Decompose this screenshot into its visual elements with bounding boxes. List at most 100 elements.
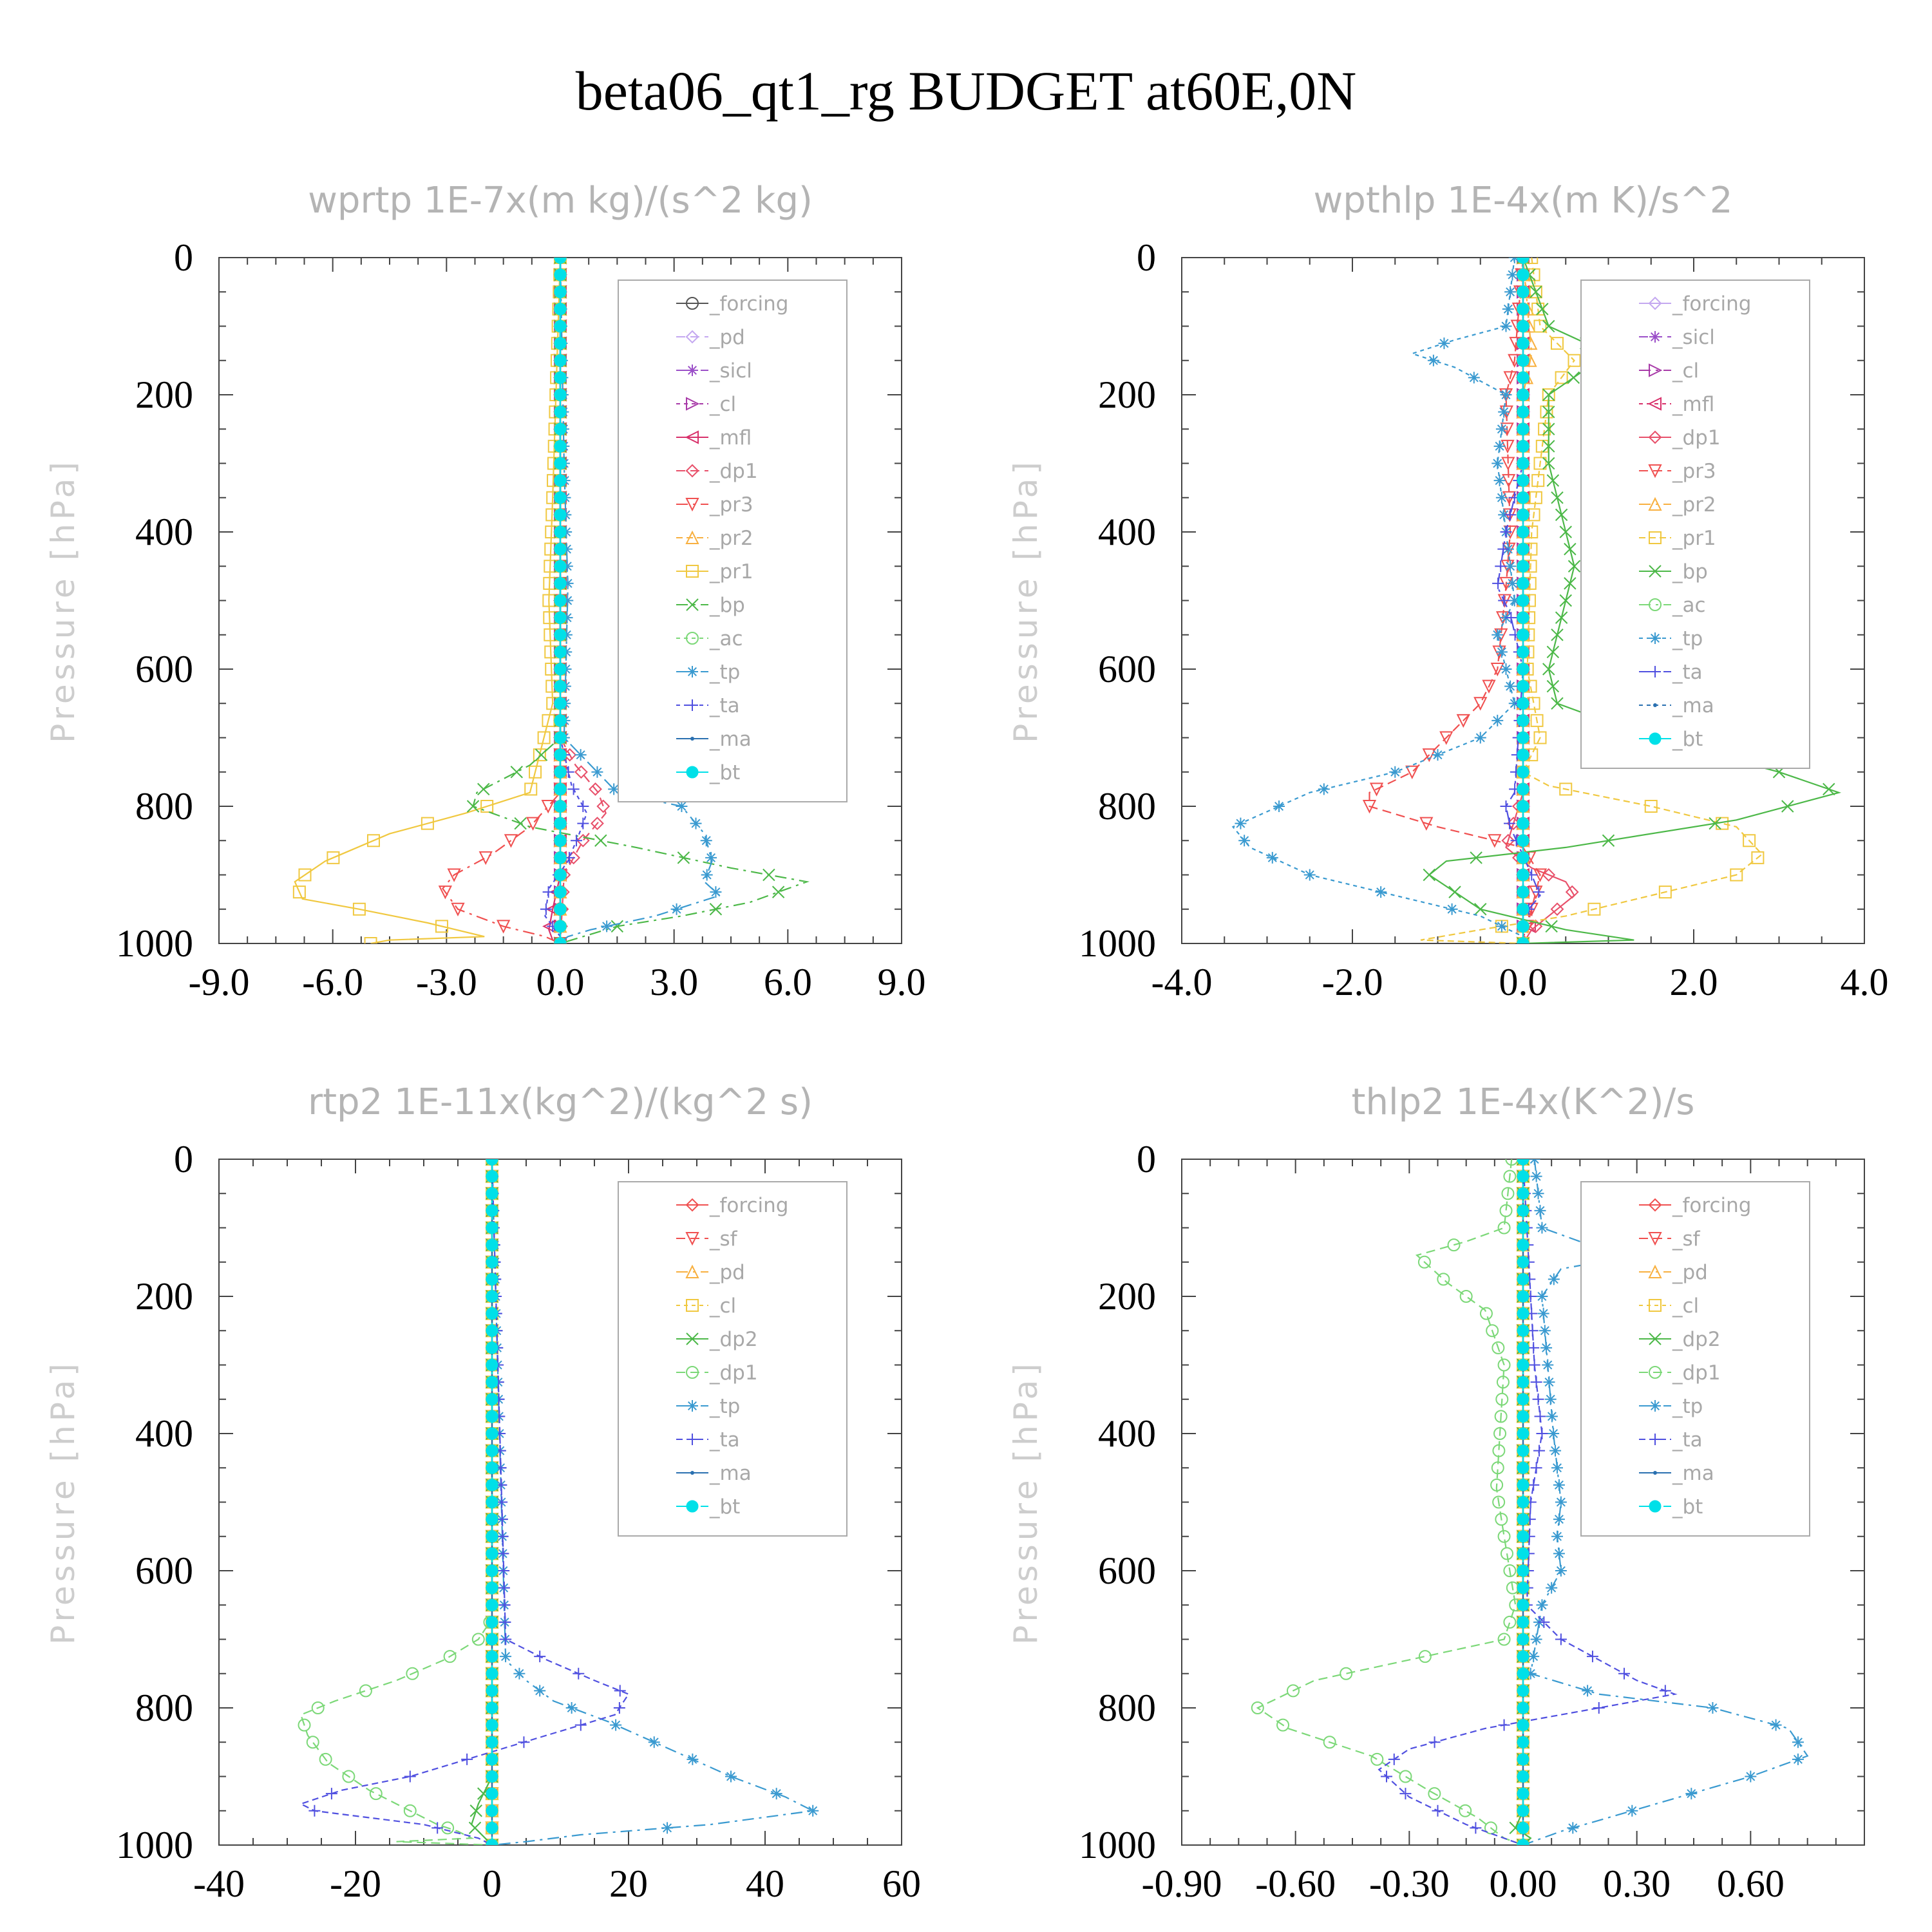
series-marker-pr3	[1439, 731, 1454, 745]
y-tick-label: 1000	[1079, 1824, 1156, 1866]
series-marker-pr1	[1555, 371, 1568, 384]
series-group	[292, 258, 810, 943]
legend-marker	[686, 565, 699, 578]
series-marker-bt	[554, 920, 567, 933]
y-tick-label: 400	[1098, 511, 1156, 553]
y-tick-label: 800	[1098, 1687, 1156, 1729]
legend-entry: _pd	[1672, 1261, 1708, 1284]
series-marker-bt	[486, 1376, 498, 1388]
series-marker-tp	[1543, 1376, 1555, 1388]
series-marker-tp	[1508, 594, 1520, 607]
panel-title: wpthlp 1E-4x(m K)/s^2	[1313, 180, 1732, 222]
legend-entry: _tp	[709, 661, 740, 684]
series-marker-pr1	[1525, 258, 1539, 264]
series-marker-tp	[705, 851, 717, 864]
legend-entry: _dp2	[709, 1328, 758, 1351]
x-tick-label: 0.30	[1603, 1862, 1671, 1905]
series-marker-bt	[1517, 303, 1530, 316]
series-marker-tp	[1567, 1822, 1579, 1834]
series-marker-bt	[554, 285, 567, 298]
series-marker-tp	[1235, 817, 1247, 829]
series-marker-bt	[486, 1427, 498, 1440]
series-marker-pr3	[1362, 800, 1377, 814]
series-marker-bt	[554, 937, 567, 943]
series-marker-pr1	[1540, 405, 1553, 419]
series-marker-bt	[486, 1461, 498, 1474]
series-marker-ta	[431, 1822, 444, 1834]
series-marker-tp	[561, 560, 573, 573]
series-marker-tp	[1273, 800, 1285, 812]
series-marker-bt	[1517, 629, 1530, 641]
series-marker-bt	[1517, 1496, 1530, 1508]
series-marker-bt	[554, 371, 567, 384]
legend-entry: _ma	[1672, 694, 1714, 717]
x-tick-label: 0.0	[1499, 961, 1548, 1003]
legend-marker	[686, 1366, 699, 1379]
series-marker-bt	[1517, 1341, 1530, 1354]
panel-title: wprtp 1E-7x(m kg)/(s^2 kg)	[308, 180, 813, 222]
series-marker-dp1	[1497, 1633, 1511, 1646]
series-marker-pr1	[1644, 800, 1658, 813]
series-marker-bt	[554, 560, 567, 573]
legend-marker	[1648, 430, 1662, 444]
series-marker-pr1	[1551, 337, 1564, 350]
y-tick-label: 200	[135, 1275, 193, 1318]
chart-panel-4: thlp2 1E-4x(K^2)/s Pressure [hPa] 0 200 400 6…	[1007, 1081, 1865, 1905]
series-marker-bp	[1564, 577, 1577, 590]
series-marker-bp	[1559, 526, 1572, 538]
series-marker-bt	[1517, 748, 1530, 761]
series-marker-tp	[1549, 1444, 1562, 1457]
series-marker-pr3	[438, 886, 452, 900]
series-marker-pr1	[1533, 731, 1547, 744]
series-marker-dp1	[1492, 1341, 1505, 1354]
series-marker-bt	[486, 1393, 498, 1406]
series-marker-pr3	[1488, 834, 1502, 848]
series-marker-ta	[534, 1651, 546, 1663]
legend-entry: _ac	[1672, 594, 1706, 617]
series-marker-dp1	[589, 782, 602, 796]
series-marker-bt	[1517, 269, 1530, 281]
legend-marker	[1649, 666, 1661, 677]
series-marker-bt	[1517, 1753, 1530, 1766]
series-marker-ta	[1530, 1376, 1542, 1388]
series-marker-tp	[1524, 1667, 1537, 1680]
series-line-ta	[299, 1159, 630, 1845]
series-marker-pr3	[1405, 765, 1419, 779]
legend-box	[1580, 279, 1810, 769]
series-marker-ta	[498, 1599, 511, 1611]
series-marker-ta	[497, 1548, 509, 1560]
series-marker-bp	[1542, 457, 1555, 470]
series-marker-dp1	[1495, 1513, 1508, 1526]
series-marker-bt	[1517, 526, 1530, 538]
series-marker-tp	[1548, 1428, 1560, 1439]
series-marker-tp	[1553, 1548, 1565, 1560]
series-marker-ta	[1528, 1479, 1540, 1491]
series-marker-bt	[486, 1684, 498, 1697]
series-marker-dp2	[468, 1821, 482, 1835]
legend-marker	[1647, 397, 1662, 411]
legend-marker	[685, 464, 699, 478]
legend-entry: _pr3	[1672, 460, 1716, 483]
series-marker-bp	[1567, 371, 1580, 384]
series-marker-bp	[1559, 594, 1572, 607]
series-marker-tp	[1555, 1496, 1567, 1508]
series-marker-tp	[1492, 714, 1504, 726]
series-marker-tp	[1389, 766, 1401, 778]
series-marker-dp1	[591, 817, 604, 831]
series-marker-bt	[1517, 371, 1530, 384]
legend-marker	[1649, 1332, 1662, 1345]
series-marker-bt	[1517, 834, 1530, 847]
series-marker-ta	[1532, 1393, 1544, 1405]
series-line-tp	[491, 1159, 815, 1845]
series-marker-ta	[1533, 1444, 1546, 1457]
series-marker-ta	[1555, 1633, 1567, 1645]
series-line-dp1	[299, 1159, 493, 1845]
series-marker-dp1	[1499, 1204, 1513, 1217]
series-marker-bt	[554, 680, 567, 693]
series-marker-bt	[1517, 474, 1530, 487]
series-marker-bt	[554, 714, 567, 727]
series-marker-bt	[486, 1307, 498, 1320]
series-marker-dp1	[1501, 1187, 1515, 1200]
series-marker-pr1	[480, 800, 494, 813]
series-marker-tp	[1530, 1633, 1542, 1645]
